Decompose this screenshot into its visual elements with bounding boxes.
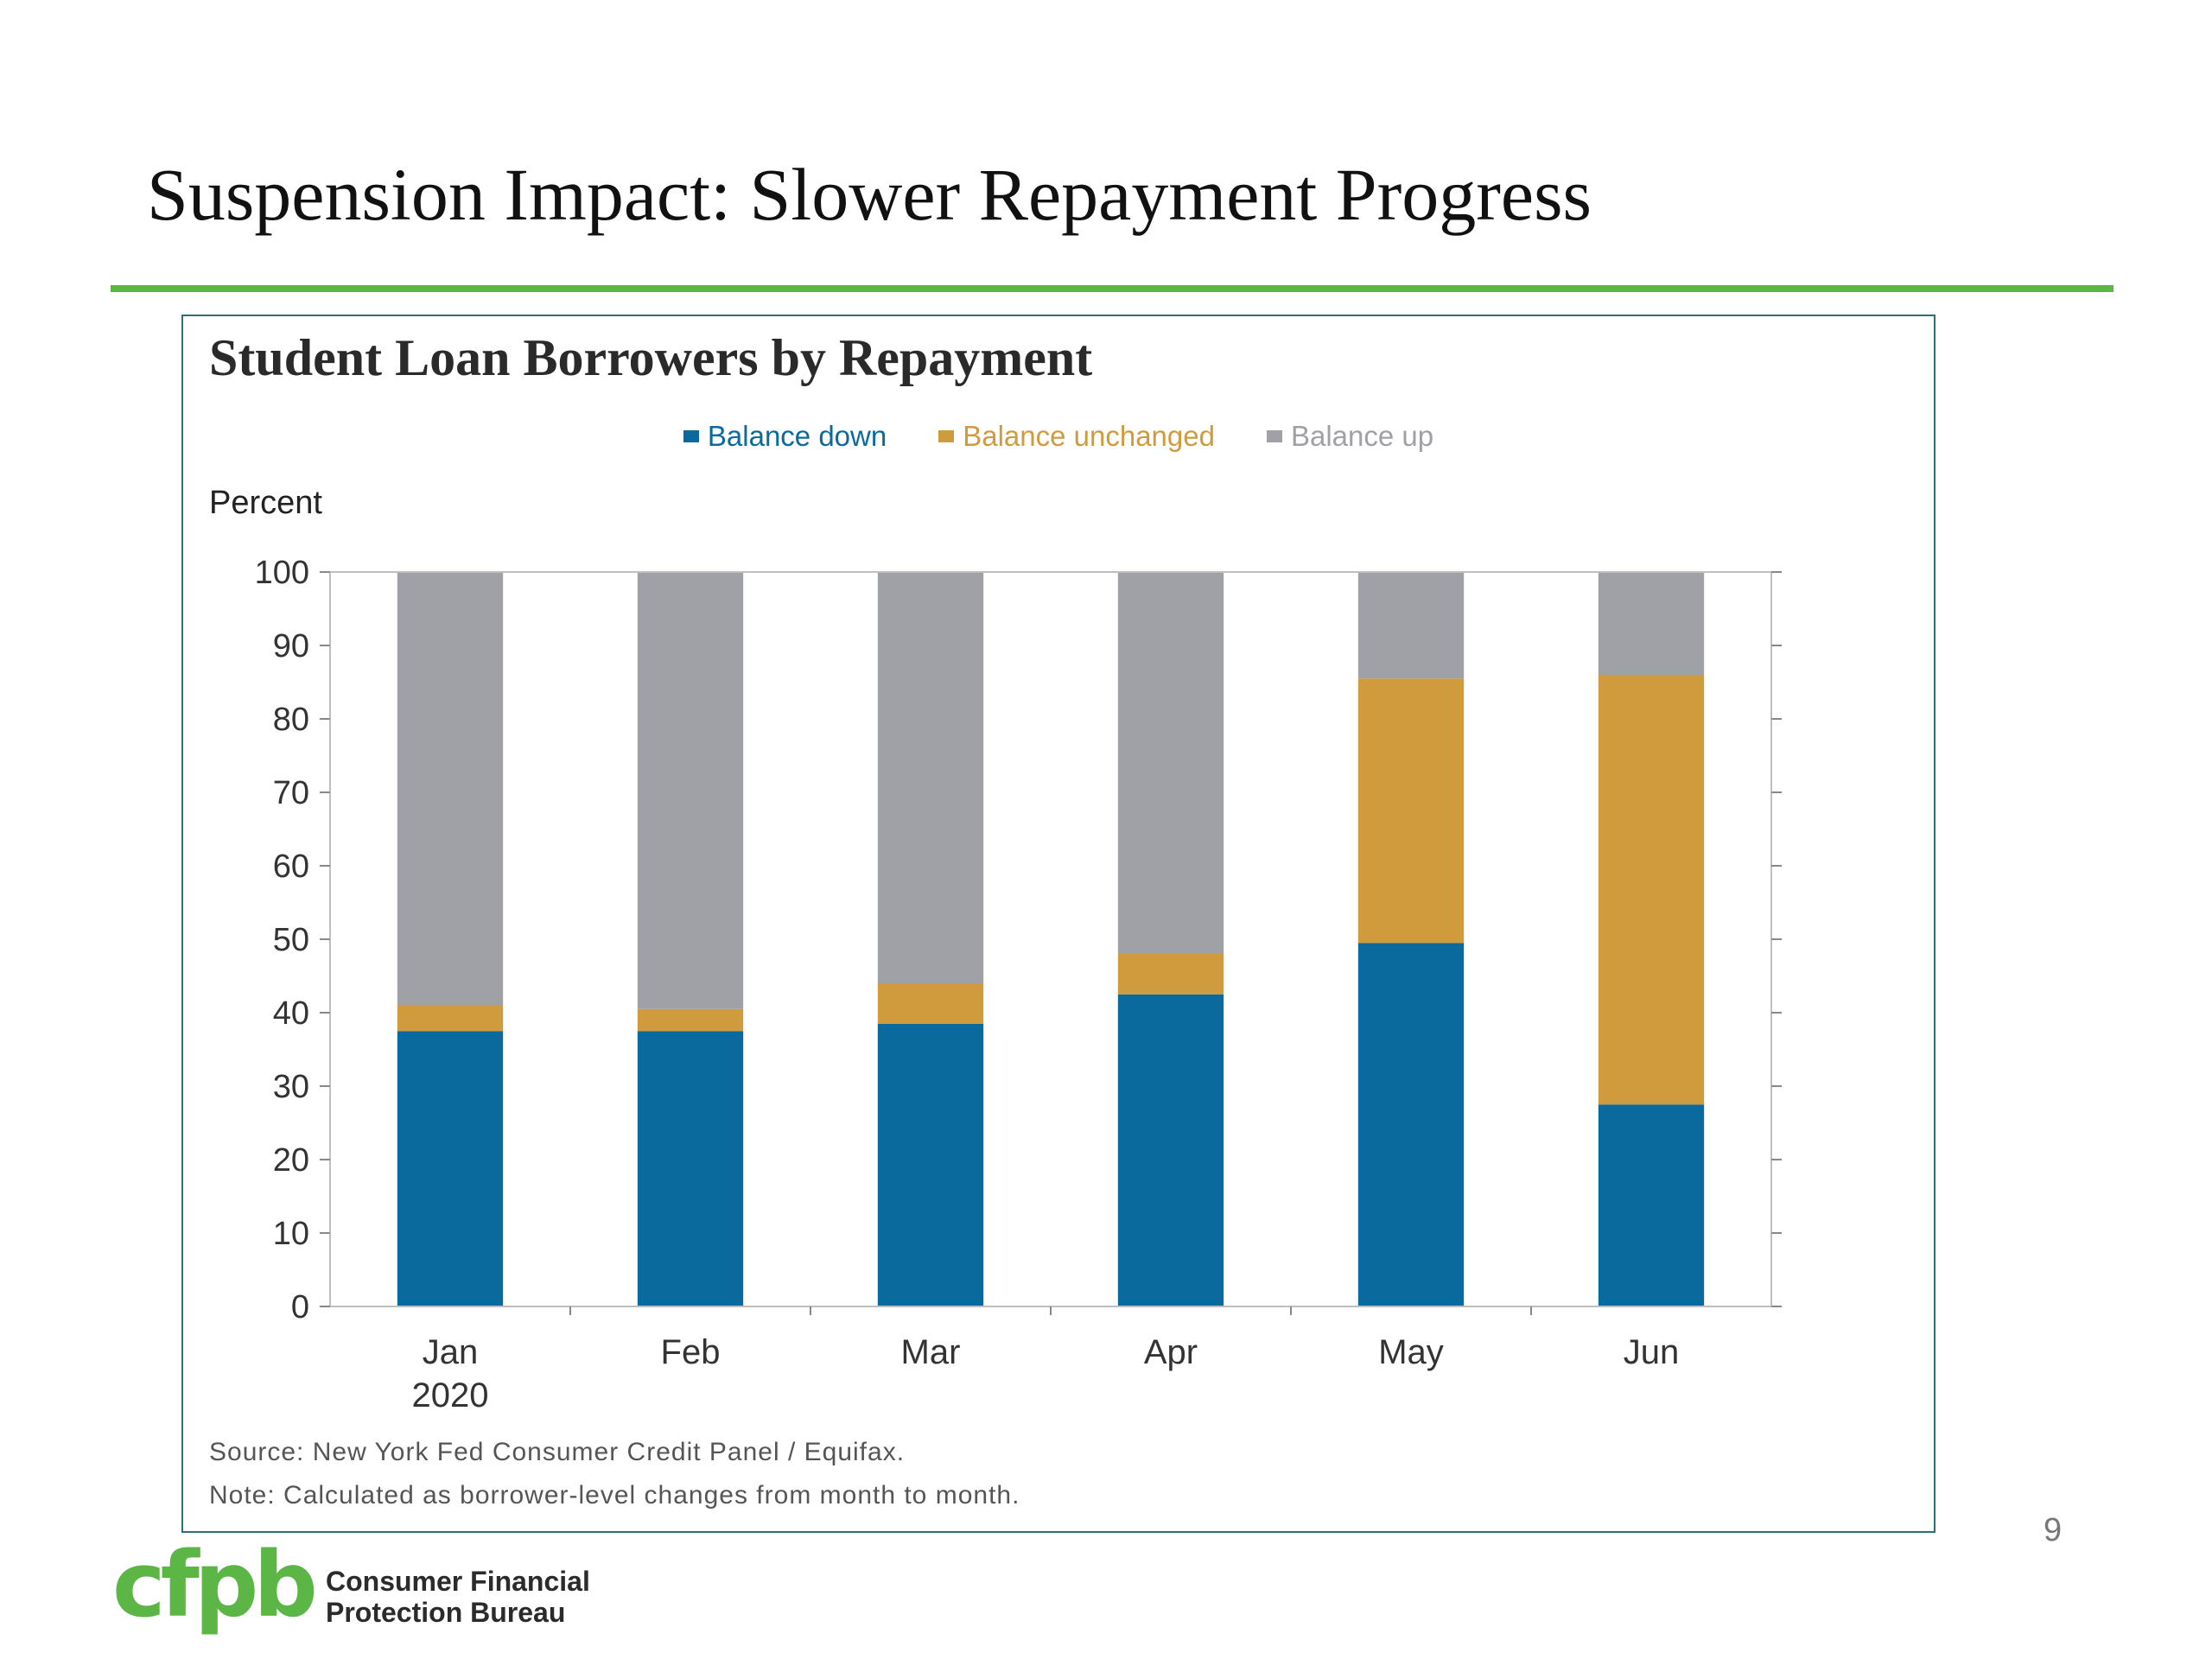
- bar-balance-unchanged-feb: [637, 1008, 744, 1032]
- legend: Balance down Balance unchanged Balance u…: [183, 420, 1934, 453]
- page-number: 9: [2044, 1512, 2063, 1548]
- y-tick-label-30: 30: [273, 1069, 309, 1105]
- y-axis-label: Percent: [209, 485, 322, 521]
- legend-label-balance-up: Balance up: [1290, 420, 1434, 452]
- bar-balance-down-may: [1357, 943, 1465, 1306]
- legend-item-balance-up: Balance up: [1266, 420, 1434, 453]
- bar-balance-unchanged-may: [1357, 678, 1465, 944]
- y-tick-label-40: 40: [273, 995, 309, 1032]
- legend-item-balance-unchanged: Balance unchanged: [938, 420, 1215, 453]
- bar-balance-unchanged-apr: [1117, 954, 1224, 995]
- bar-balance-down-feb: [637, 1031, 744, 1306]
- logo-wordmark: cfpb: [112, 1545, 314, 1637]
- legend-item-balance-down: Balance down: [683, 420, 887, 453]
- bar-balance-down-mar: [877, 1023, 984, 1306]
- plot-frame: [329, 571, 1772, 1307]
- legend-label-balance-down: Balance down: [707, 420, 887, 452]
- logo-name-line1: Consumer Financial: [326, 1566, 590, 1597]
- x-tick-label-mar: Mar: [901, 1333, 961, 1371]
- bar-balance-up-may: [1357, 572, 1465, 679]
- y-tick-label-50: 50: [273, 922, 309, 958]
- legend-swatch-balance-up: [1266, 430, 1282, 442]
- y-tick-label-10: 10: [273, 1216, 309, 1252]
- legend-swatch-balance-down: [683, 430, 699, 442]
- x-tick-label-feb: Feb: [661, 1333, 721, 1371]
- bar-balance-down-apr: [1117, 994, 1224, 1306]
- cfpb-logo: cfpb: [112, 1545, 319, 1637]
- bar-balance-up-jan: [397, 572, 504, 1006]
- y-tick-label-80: 80: [273, 702, 309, 738]
- source-note: Source: New York Fed Consumer Credit Pan…: [209, 1438, 906, 1466]
- x-tick-label-jan: Jan: [423, 1333, 479, 1371]
- y-tick-label-60: 60: [273, 849, 309, 885]
- y-tick-label-0: 0: [291, 1289, 309, 1325]
- logo-name-line2: Protection Bureau: [326, 1597, 566, 1628]
- bar-balance-up-jun: [1598, 572, 1705, 675]
- x-tick-sublabel-jan: 2020: [412, 1376, 489, 1414]
- x-tick-label-may: May: [1378, 1333, 1444, 1371]
- bar-balance-unchanged-jan: [397, 1005, 504, 1032]
- plot-area: 0 10 20 30 40 50 60 70 80 90 100 Jan 2020 Feb Mar Apr Ma…: [255, 555, 1782, 1414]
- bar-balance-down-jan: [397, 1031, 504, 1306]
- y-tick-label-20: 20: [273, 1142, 309, 1179]
- x-tick-label-apr: Apr: [1144, 1333, 1198, 1371]
- title-divider: [111, 285, 2113, 292]
- chart-frame: Student Loan Borrowers by Repayment Bala…: [181, 315, 1936, 1533]
- bar-balance-up-feb: [637, 572, 744, 1009]
- bar-balance-down-jun: [1598, 1104, 1705, 1306]
- x-tick-label-jun: Jun: [1624, 1333, 1680, 1371]
- chart-title: Student Loan Borrowers by Repayment: [209, 329, 1093, 386]
- bar-balance-unchanged-mar: [877, 983, 984, 1024]
- bar-balance-up-mar: [877, 572, 984, 983]
- method-note: Note: Calculated as borrower-level chang…: [209, 1481, 1020, 1510]
- slide-title: Suspension Impact: Slower Repayment Prog…: [147, 153, 1592, 236]
- bar-balance-unchanged-jun: [1598, 675, 1705, 1105]
- y-tick-label-70: 70: [273, 775, 309, 811]
- legend-swatch-balance-unchanged: [938, 430, 955, 442]
- logo-name: Consumer Financial Protection Bureau: [326, 1566, 590, 1628]
- y-tick-label-90: 90: [273, 628, 309, 664]
- bar-balance-up-apr: [1117, 572, 1224, 954]
- legend-label-balance-unchanged: Balance unchanged: [963, 420, 1215, 452]
- y-tick-label-100: 100: [255, 555, 309, 591]
